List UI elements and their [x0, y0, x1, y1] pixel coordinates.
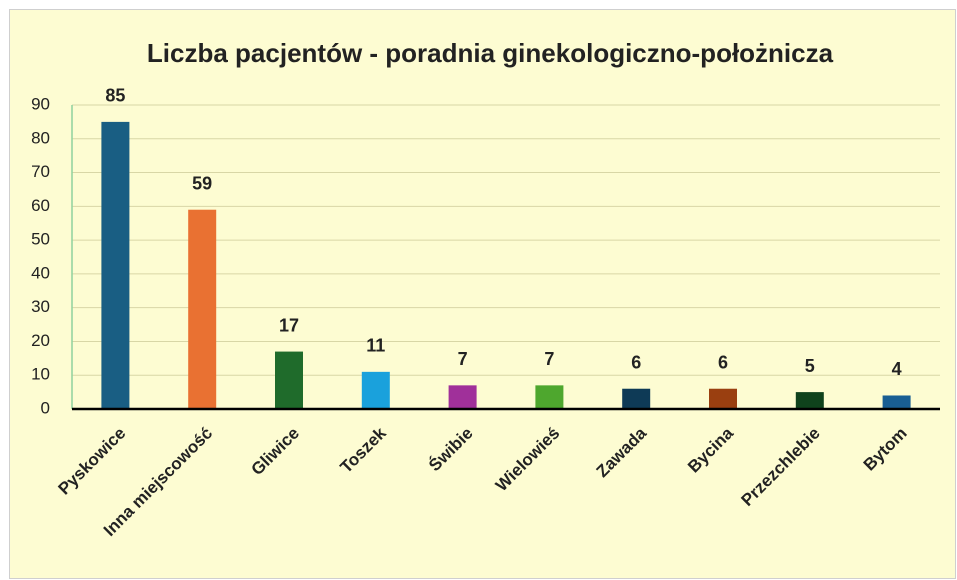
- data-label: 7: [544, 349, 554, 369]
- data-label: 7: [458, 349, 468, 369]
- data-label: 5: [805, 356, 815, 376]
- y-tick-label: 50: [31, 230, 50, 249]
- bar: [275, 351, 303, 409]
- bar: [535, 385, 564, 409]
- chart-background: [9, 9, 956, 579]
- y-tick-label: 0: [41, 398, 50, 417]
- y-tick-label: 40: [31, 263, 50, 282]
- data-label: 6: [631, 352, 641, 372]
- bar: [622, 388, 651, 409]
- data-label: 17: [279, 315, 299, 335]
- y-tick-label: 10: [31, 365, 50, 384]
- bar: [188, 209, 217, 409]
- bar: [795, 392, 824, 409]
- y-tick-label: 90: [31, 94, 50, 113]
- y-tick-label: 60: [31, 196, 50, 215]
- y-tick-label: 20: [31, 331, 50, 350]
- data-label: 11: [366, 336, 385, 356]
- y-tick-label: 80: [31, 128, 50, 147]
- data-label: 85: [105, 86, 125, 106]
- bar: [448, 385, 477, 409]
- data-label: 4: [892, 359, 902, 379]
- bar: [709, 388, 737, 409]
- bar: [361, 371, 390, 409]
- data-label: 6: [718, 352, 728, 372]
- y-tick-label: 30: [31, 297, 50, 316]
- bar: [882, 395, 911, 409]
- bar: [101, 121, 130, 409]
- chart-title: Liczba pacjentów - poradnia ginekologicz…: [147, 38, 834, 68]
- data-label: 59: [192, 173, 212, 193]
- y-tick-label: 70: [31, 162, 50, 181]
